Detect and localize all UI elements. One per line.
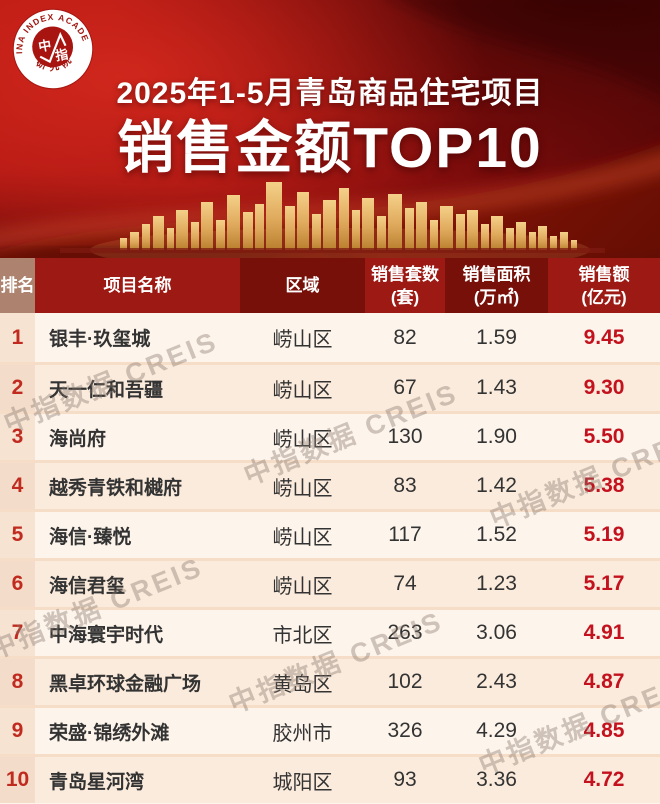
rank-cell: 8	[0, 659, 35, 705]
banner-title-line1: 2025年1-5月青岛商品住宅项目	[116, 77, 544, 110]
area-sold-cell: 1.52	[476, 523, 517, 546]
area-sold-cell: 3.36	[476, 768, 517, 791]
column-header-label: 销售套数	[371, 264, 439, 284]
ranking-table: 排名 项目名称 区域 销售套数 (套) 销售面积 (万㎡) 销售额 (亿元) 1	[0, 258, 660, 803]
sales-amount-cell: 4.72	[583, 768, 625, 791]
table-row: 8 黑卓环球金融广场 黄岛区 102 2.43 4.87	[0, 656, 660, 705]
sales-amount-cell: 4.87	[583, 670, 625, 693]
region-cell: 崂山区	[272, 379, 333, 402]
region-cell: 市北区	[272, 624, 333, 647]
table-row: 2 天一仁和吾疆 崂山区 67 1.43 9.30	[0, 362, 660, 411]
area-sold-cell: 1.59	[476, 325, 517, 349]
project-name-cell: 海信君玺	[49, 575, 126, 597]
area-sold-cell: 1.43	[476, 376, 517, 399]
column-header-label: 区域	[285, 276, 320, 295]
area-sold-cell: 3.06	[476, 621, 517, 644]
table-row: 7 中海寰宇时代 市北区 263 3.06 4.91	[0, 607, 660, 656]
table-body: 1 银丰·玖玺城 崂山区 82 1.59 9.45 2 天一仁和吾疆 崂山区 6…	[0, 313, 660, 803]
rank-cell: 4	[0, 463, 35, 509]
rank-cell: 9	[0, 708, 35, 754]
region-cell: 崂山区	[272, 329, 333, 351]
area-sold-cell: 1.90	[476, 425, 517, 448]
rank-cell: 7	[0, 610, 35, 656]
area-sold-cell: 2.43	[476, 670, 517, 693]
table-row: 5 海信·臻悦 崂山区 117 1.52 5.19	[0, 509, 660, 558]
column-header-region: 区域	[240, 258, 365, 313]
units-sold-cell: 263	[387, 621, 423, 644]
column-header-label: 销售额	[578, 264, 630, 284]
project-name-cell: 黑卓环球金融广场	[49, 673, 202, 695]
rank-cell: 1	[0, 313, 35, 362]
column-header-label: 项目名称	[103, 276, 172, 295]
project-name-cell: 中海寰宇时代	[49, 624, 164, 646]
sales-amount-cell: 5.17	[583, 572, 625, 595]
project-name-cell: 海尚府	[49, 428, 107, 450]
project-name-cell: 海信·臻悦	[49, 526, 132, 548]
table-row: 4 越秀青铁和樾府 崂山区 83 1.42 5.38	[0, 460, 660, 509]
area-sold-cell: 1.42	[476, 474, 517, 497]
region-cell: 崂山区	[272, 428, 333, 451]
project-name-cell: 荣盛·锦绣外滩	[49, 722, 170, 744]
region-cell: 崂山区	[272, 575, 333, 598]
column-header-area-sold: 销售面积 (万㎡)	[445, 258, 548, 313]
region-cell: 黄岛区	[272, 673, 333, 696]
region-cell: 崂山区	[272, 526, 333, 549]
svg-text:中: 中	[37, 37, 52, 54]
column-header-rank: 排名	[0, 258, 35, 313]
region-cell: 城阳区	[272, 771, 333, 794]
column-header-label: 销售面积	[462, 264, 531, 284]
project-name-cell: 青岛星河湾	[49, 771, 145, 793]
region-cell: 胶州市	[272, 722, 333, 745]
banner: CHINA INDEX ACADEMY 研究院 中 指 2025年1-5月青岛商…	[0, 0, 660, 258]
sales-amount-cell: 4.85	[583, 719, 625, 742]
units-sold-cell: 130	[387, 425, 423, 448]
project-name-cell: 天一仁和吾疆	[49, 379, 164, 401]
column-header-unit: (亿元)	[581, 287, 627, 307]
sales-amount-cell: 5.50	[583, 425, 625, 448]
sales-amount-cell: 9.45	[583, 325, 625, 349]
units-sold-cell: 83	[393, 474, 417, 497]
table-row: 9 荣盛·锦绣外滩 胶州市 326 4.29 4.85	[0, 705, 660, 754]
units-sold-cell: 82	[393, 325, 417, 349]
sales-amount-cell: 5.38	[583, 474, 625, 497]
project-name-cell: 银丰·玖玺城	[49, 329, 151, 350]
china-index-academy-logo: CHINA INDEX ACADEMY 研究院 中 指	[3, 0, 94, 90]
rank-cell: 2	[0, 365, 35, 411]
banner-title-line2: 销售金额TOP10	[117, 116, 543, 180]
column-header-units-sold: 销售套数 (套)	[365, 258, 445, 313]
table-row: 10 青岛星河湾 城阳区 93 3.36 4.72	[0, 754, 660, 803]
table-header-row: 排名 项目名称 区域 销售套数 (套) 销售面积 (万㎡) 销售额 (亿元)	[0, 258, 660, 313]
sales-amount-cell: 5.19	[583, 523, 625, 546]
units-sold-cell: 326	[387, 719, 423, 742]
units-sold-cell: 93	[393, 768, 417, 791]
column-header-project-name: 项目名称	[35, 258, 240, 313]
table-row: 6 海信君玺 崂山区 74 1.23 5.17	[0, 558, 660, 607]
rank-cell: 5	[0, 512, 35, 558]
column-header-unit: (万㎡)	[473, 287, 520, 307]
column-header-label: 排名	[0, 276, 35, 295]
units-sold-cell: 74	[393, 572, 417, 595]
rank-cell: 6	[0, 561, 35, 607]
table-row: 3 海尚府 崂山区 130 1.90 5.50	[0, 411, 660, 460]
svg-text:指: 指	[54, 46, 69, 63]
sales-amount-cell: 9.30	[583, 376, 625, 399]
column-header-unit: (套)	[390, 287, 420, 307]
units-sold-cell: 117	[388, 523, 422, 546]
units-sold-cell: 102	[387, 670, 423, 693]
table-row: 1 银丰·玖玺城 崂山区 82 1.59 9.45	[0, 313, 660, 362]
rank-cell: 3	[0, 414, 35, 460]
area-sold-cell: 4.29	[476, 719, 517, 742]
project-name-cell: 越秀青铁和樾府	[49, 477, 183, 499]
city-skyline-graphic	[60, 182, 605, 258]
rank-cell: 10	[0, 757, 35, 803]
sales-amount-cell: 4.91	[583, 621, 625, 644]
units-sold-cell: 67	[393, 376, 417, 399]
area-sold-cell: 1.23	[476, 572, 517, 595]
column-header-sales-amount: 销售额 (亿元)	[548, 258, 660, 313]
region-cell: 崂山区	[272, 477, 333, 500]
